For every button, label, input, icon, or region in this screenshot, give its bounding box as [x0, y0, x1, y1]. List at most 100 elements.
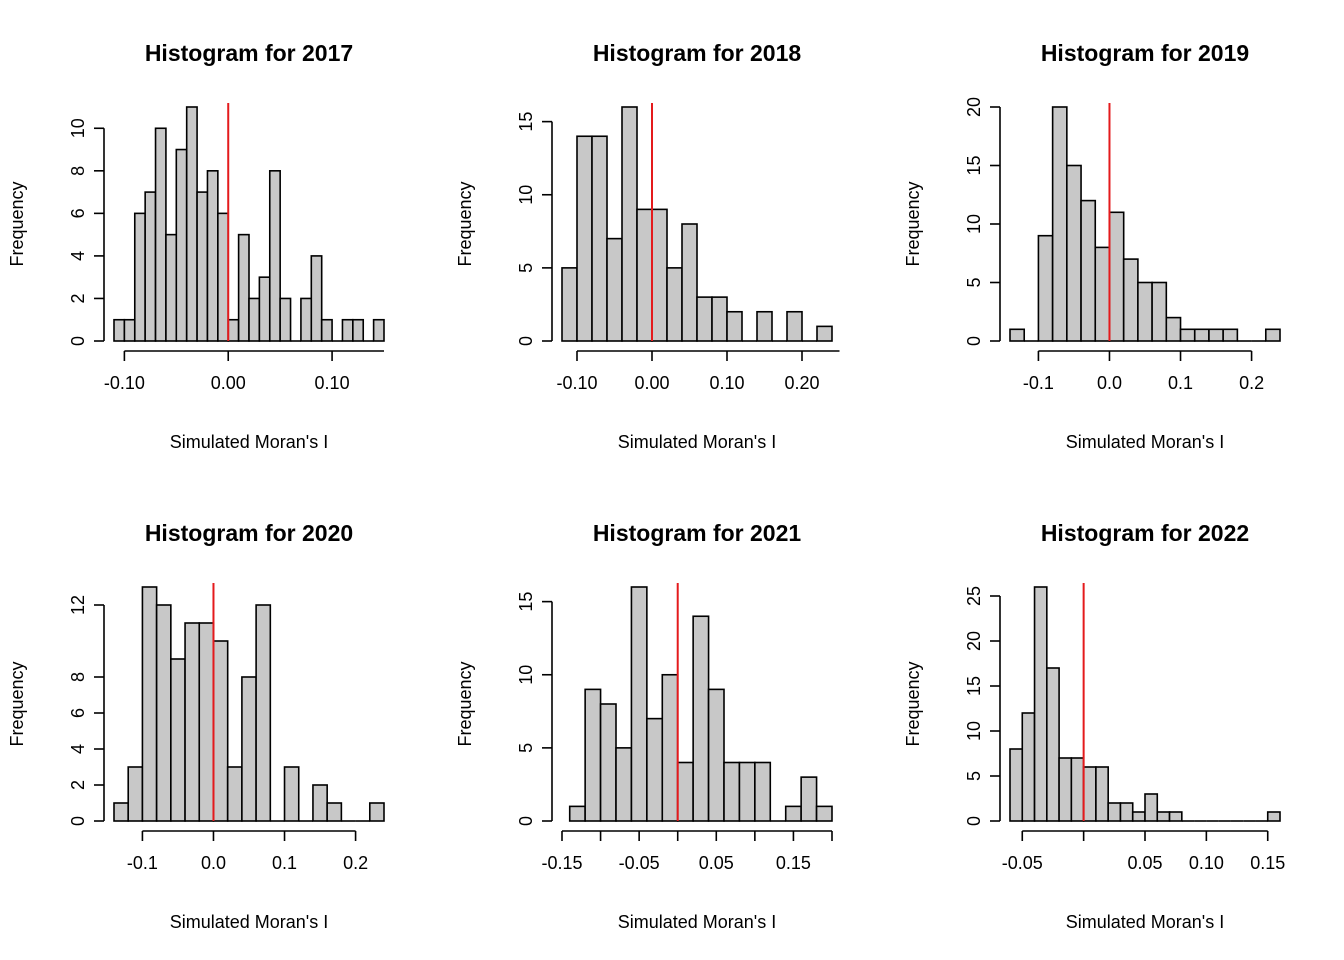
histogram-bar — [113, 802, 130, 822]
histogram-bar — [651, 208, 668, 342]
histogram-bar — [300, 297, 313, 342]
panel-title: Histogram for 2021 — [593, 520, 802, 546]
y-tick-label: 10 — [964, 721, 984, 741]
histogram-bar — [1208, 328, 1224, 342]
y-tick-label: 5 — [516, 743, 536, 753]
histogram-bar — [1266, 811, 1281, 822]
histogram-bar — [800, 776, 818, 822]
histogram-bar — [206, 170, 219, 342]
histogram-bar — [1070, 757, 1085, 822]
x-tick-label: 0.10 — [315, 373, 350, 393]
histogram-bar — [1179, 328, 1196, 342]
y-tick-label: 15 — [516, 112, 536, 132]
histogram-bar — [756, 310, 773, 342]
histogram-bar — [133, 212, 146, 342]
histogram-bar — [1058, 757, 1073, 822]
x-tick-label: -0.15 — [541, 853, 582, 873]
x-tick-label: -0.1 — [127, 853, 158, 873]
y-tick-label: 25 — [964, 586, 984, 606]
y-tick-label: 10 — [516, 185, 536, 205]
histogram-bar — [1009, 328, 1026, 342]
x-tick-label: -0.10 — [556, 373, 597, 393]
x-tick-label: 0.15 — [776, 853, 811, 873]
x-axis-label: Simulated Moran's I — [170, 432, 329, 452]
y-axis-label: Frequency — [455, 661, 475, 746]
histogram-bar — [141, 586, 158, 822]
y-tick-label: 4 — [68, 251, 88, 261]
histogram-bar — [165, 233, 178, 342]
y-tick-label: 0 — [964, 336, 984, 346]
y-tick-label: 5 — [516, 263, 536, 273]
y-tick-label: 15 — [516, 592, 536, 612]
x-tick-label: 0.10 — [1189, 853, 1224, 873]
x-axis-label: Simulated Moran's I — [170, 912, 329, 932]
histogram-bar — [368, 802, 385, 822]
histogram-bar — [341, 318, 354, 342]
x-axis-label: Simulated Moran's I — [618, 432, 777, 452]
histogram-bar — [568, 805, 586, 822]
x-tick-label: -0.10 — [104, 373, 145, 393]
y-tick-label: 15 — [964, 155, 984, 175]
histogram-bar — [738, 761, 756, 822]
histogram-bar — [248, 297, 261, 342]
histogram-bar — [154, 127, 167, 342]
histogram-bar — [621, 106, 638, 342]
histogram-bar — [1095, 766, 1109, 822]
histogram-bar — [1193, 328, 1210, 342]
histogram-bar — [1119, 802, 1134, 822]
histogram-bar — [815, 805, 833, 822]
histogram-bar — [599, 703, 617, 822]
histogram-bar — [312, 784, 328, 822]
histogram-bar — [170, 658, 186, 822]
x-tick-label: 0.0 — [1097, 373, 1122, 393]
histogram-bar — [279, 297, 292, 342]
histogram-bar — [1108, 211, 1125, 342]
histogram-bar — [1144, 793, 1159, 822]
histogram-bar — [1051, 106, 1068, 342]
y-tick-label: 4 — [68, 744, 88, 754]
histogram-bar — [1156, 811, 1171, 822]
x-tick-label: 0.10 — [709, 373, 744, 393]
histogram-bar — [1222, 328, 1239, 342]
histogram-bar — [711, 296, 728, 342]
y-tick-label: 0 — [516, 336, 536, 346]
histogram-bar — [1094, 246, 1111, 342]
x-tick-label: 0.05 — [1127, 853, 1162, 873]
histogram-bar — [584, 688, 602, 822]
y-axis-label: Frequency — [903, 181, 923, 266]
histogram-bar — [241, 676, 257, 822]
histogram-bar — [646, 717, 664, 822]
histogram-bar — [1165, 316, 1182, 342]
histogram-bar — [1033, 586, 1048, 822]
histogram-bar — [576, 135, 593, 342]
x-tick-label: -0.1 — [1023, 373, 1054, 393]
histogram-bar — [1264, 328, 1281, 342]
histogram-bar — [676, 761, 694, 822]
panel-title: Histogram for 2018 — [593, 40, 802, 66]
y-tick-label: 8 — [68, 166, 88, 176]
y-axis-label: Frequency — [7, 661, 27, 746]
histogram-bar — [326, 802, 343, 822]
histogram-bar — [1037, 234, 1054, 342]
y-tick-label: 10 — [68, 118, 88, 138]
histogram-bar — [666, 267, 683, 342]
histogram-bar — [196, 191, 209, 342]
x-tick-label: 0.00 — [211, 373, 246, 393]
histogram-bar — [726, 310, 743, 342]
y-tick-label: 2 — [68, 780, 88, 790]
histogram-bar — [754, 761, 772, 822]
histogram-bar — [175, 148, 188, 342]
histogram-bar — [155, 604, 172, 822]
y-tick-label: 20 — [964, 97, 984, 117]
histogram-bar — [1021, 712, 1036, 822]
histogram-bar — [113, 318, 126, 342]
panel-title: Histogram for 2017 — [145, 40, 353, 66]
histogram-bar — [185, 106, 198, 342]
histogram-bar — [1151, 281, 1168, 342]
y-axis-label: Frequency — [455, 181, 475, 266]
histogram-bar — [723, 761, 741, 822]
histogram-bar — [786, 310, 803, 342]
histogram-bar — [591, 135, 608, 342]
histogram-bar — [630, 586, 648, 822]
histogram-bar — [1080, 199, 1097, 342]
